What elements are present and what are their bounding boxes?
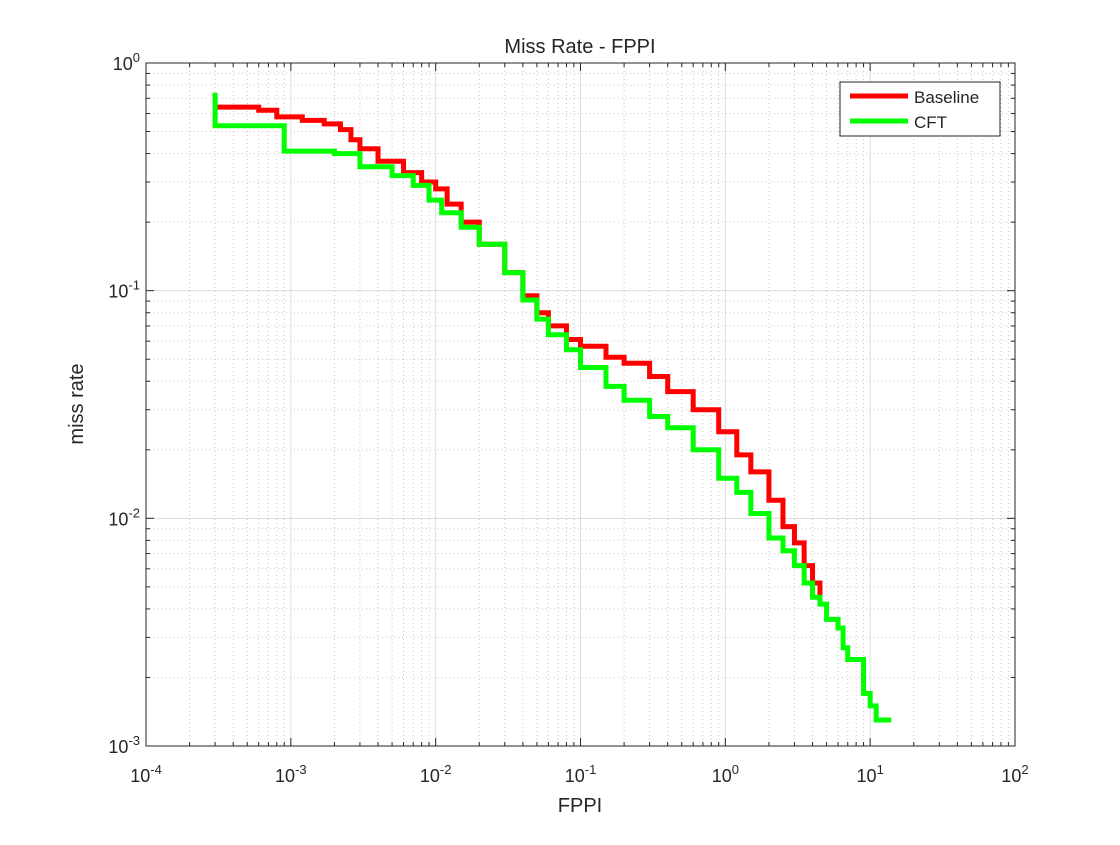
chart-title: Miss Rate - FPPI: [504, 36, 655, 58]
tick-marks: [145, 62, 1016, 747]
x-tick-label: 10-1: [565, 762, 597, 786]
x-tick-label: 100: [712, 762, 739, 786]
x-tick-label: 101: [857, 762, 884, 786]
tick-labels: 10-4 10-3 10-2 10-1 100 101 102 10-3 10-2 10-1 100: [108, 50, 1028, 786]
legend-box: [839, 81, 1001, 137]
x-tick-label: 10-4: [130, 762, 162, 786]
x-tick-label: 10-2: [420, 762, 452, 786]
y-tick-label: 100: [113, 50, 140, 74]
legend-label-cft: CFT: [914, 113, 947, 132]
y-tick-label: 10-3: [108, 733, 140, 757]
series-line-cft: [212, 92, 892, 723]
y-axis-label: miss rate: [66, 363, 88, 444]
x-axis-label: FPPI: [558, 795, 602, 817]
y-tick-label: 10-2: [108, 505, 140, 529]
x-tick-label: 102: [1001, 762, 1028, 786]
series-group: [212, 92, 892, 723]
y-tick-label: 10-1: [108, 278, 140, 302]
x-tick-label: 10-3: [275, 762, 307, 786]
legend-label-baseline: Baseline: [914, 88, 979, 107]
legend: Baseline CFT: [839, 81, 1001, 137]
